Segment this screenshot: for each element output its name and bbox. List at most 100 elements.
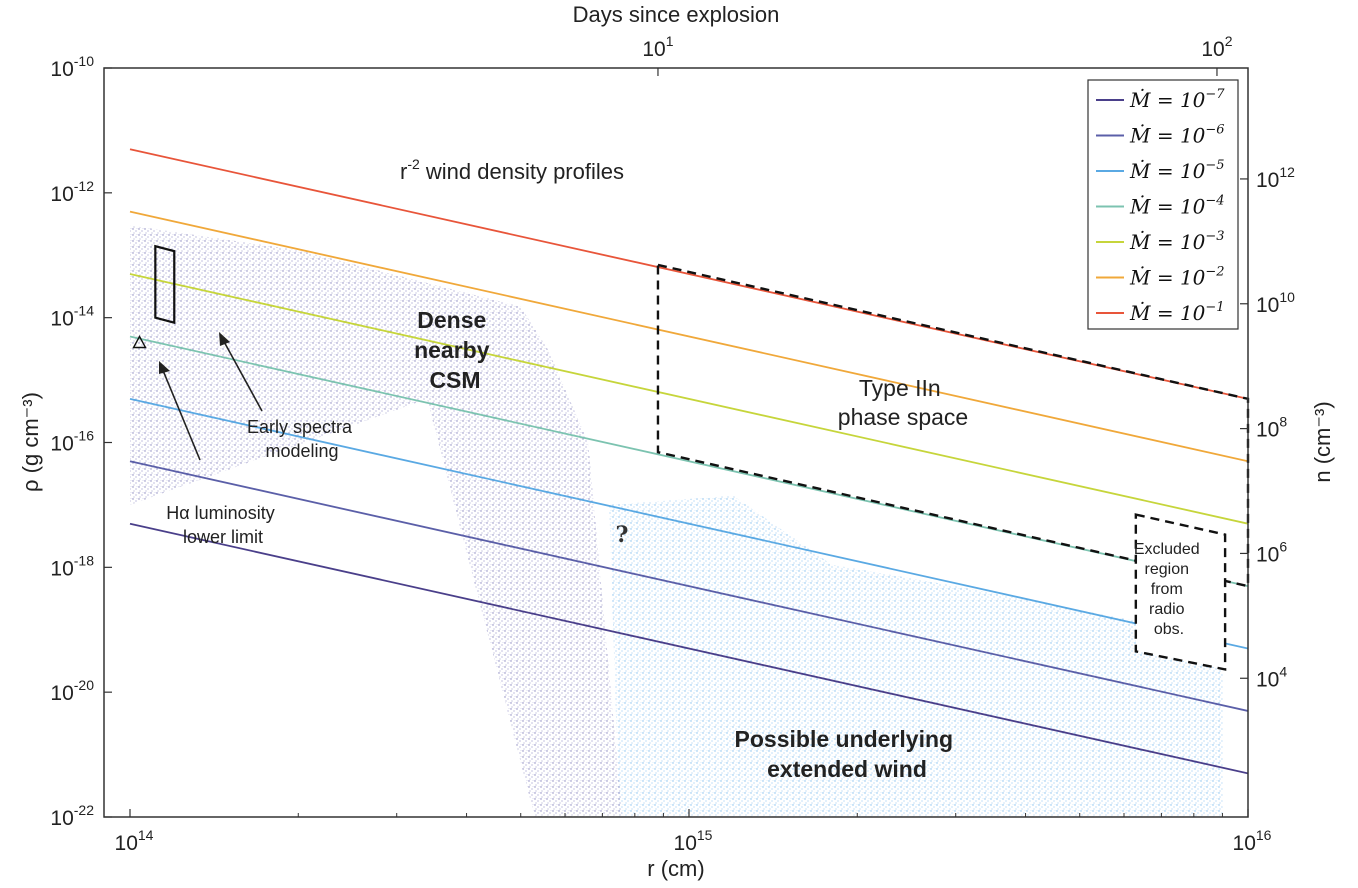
halpha-line-2: lower limit	[183, 527, 263, 547]
top-tick-label-0: 101	[642, 33, 673, 61]
extended-wind-label: Possible underlying extended wind	[735, 726, 960, 782]
y-tick-label-6-exp: -22	[74, 802, 94, 818]
early-spectra-line-1: Early spectra	[247, 417, 353, 437]
x-axis-label: r (cm)	[647, 856, 704, 881]
y-tick-label-2: 10-14	[50, 303, 94, 331]
dense-csm-line-3: CSM	[429, 367, 480, 393]
x-tick-label-2: 1016	[1233, 827, 1272, 855]
right-tick-label-1-exp: 10	[1279, 289, 1295, 305]
y-tick-label-3-base: 10	[50, 433, 73, 456]
y-tick-label-5-exp: -20	[74, 677, 94, 693]
excluded-region-box	[1134, 513, 1227, 671]
right-tick-label-3-base: 10	[1256, 543, 1279, 566]
y-tick-label-6: 10-22	[50, 802, 94, 830]
right-tick-label-4-base: 10	[1256, 668, 1279, 691]
y-tick-label-0-base: 10	[50, 58, 73, 81]
dense-csm-line-2: nearby	[414, 337, 490, 363]
y-tick-label-1: 10-12	[50, 178, 94, 206]
top-x-axis-label: Days since explosion	[573, 2, 780, 27]
y-tick-label-1-exp: -12	[74, 178, 94, 194]
halpha-marker-triangle	[132, 335, 147, 349]
extended-wind-line-2: extended wind	[767, 756, 927, 782]
extended-wind-line-1: Possible underlying	[735, 726, 954, 752]
legend-label-base: Ṁ = 10	[1129, 159, 1206, 183]
right-y-axis-label: n (cm⁻³)	[1310, 401, 1335, 482]
wind-profiles-annotation: r-2 wind density profiles	[400, 156, 624, 184]
extended-wind-region	[609, 495, 1223, 817]
top-tick-label-1-base: 10	[1201, 38, 1224, 61]
type-iin-phase-space-box	[656, 263, 1250, 588]
early-spectra-arrow	[221, 337, 263, 412]
y-tick-label-2-exp: -14	[74, 303, 94, 319]
y-tick-label-3-exp: -16	[74, 428, 94, 444]
series-line-mdot-e-1	[129, 148, 1248, 400]
x-tick-label-0: 1014	[115, 827, 154, 855]
excluded-line-5: obs.	[1154, 621, 1184, 638]
y-tick-label-0: 10-10	[50, 53, 94, 81]
type-iin-label: Type IIn phase space	[838, 375, 968, 430]
right-tick-label-4-exp: 4	[1279, 663, 1287, 679]
legend-label-mdot-e-7: Ṁ = 10−7	[1129, 87, 1225, 112]
legend-label-exp: −6	[1205, 123, 1224, 138]
legend-label-exp: −2	[1205, 265, 1224, 280]
x-tick-label-2-base: 10	[1233, 832, 1256, 855]
halpha-arrow	[161, 367, 201, 461]
halpha-annotation: Hα luminosity lower limit	[166, 503, 279, 547]
top-tick-label-0-exp: 1	[666, 33, 674, 49]
y-tick-label-4-base: 10	[50, 557, 73, 580]
excluded-line-4: radio	[1149, 601, 1185, 618]
legend-label-base: Ṁ = 10	[1129, 124, 1206, 148]
right-tick-label-1: 1010	[1256, 289, 1295, 317]
legend-label-base: Ṁ = 10	[1129, 230, 1206, 254]
y-tick-label-3: 10-16	[50, 428, 94, 456]
wind-profiles-r: r	[400, 159, 407, 184]
excluded-line-3: from	[1151, 581, 1183, 598]
legend-label-mdot-e-2: Ṁ = 10−2	[1129, 265, 1225, 290]
right-tick-label-4: 104	[1256, 663, 1287, 691]
y-tick-label-2-base: 10	[50, 308, 73, 331]
x-tick-label-2-exp: 16	[1256, 827, 1272, 843]
right-tick-label-1-base: 10	[1256, 294, 1279, 317]
y-tick-label-1-base: 10	[50, 183, 73, 206]
excluded-line-1: Excluded	[1134, 541, 1200, 558]
right-tick-label-0-base: 10	[1256, 169, 1279, 192]
legend-box	[1087, 79, 1239, 330]
legend-label-mdot-e-6: Ṁ = 10−6	[1129, 123, 1225, 148]
right-tick-label-3: 106	[1256, 538, 1287, 566]
early-spectra-annotation: Early spectra modeling	[247, 417, 357, 461]
type-iin-line-1: Type IIn	[859, 375, 941, 401]
legend-label-base: Ṁ = 10	[1129, 266, 1206, 290]
x-tick-label-1-exp: 15	[697, 827, 713, 843]
top-tick-label-1-exp: 2	[1225, 33, 1233, 49]
legend-label-exp: −4	[1205, 194, 1224, 209]
y-tick-label-4-exp: -18	[74, 552, 94, 568]
legend-label-mdot-e-3: Ṁ = 10−3	[1129, 229, 1225, 254]
excluded-region-label: Excluded region from radio obs.	[1134, 541, 1204, 638]
series-line-mdot-e-3	[129, 273, 1248, 525]
right-tick-label-0: 1012	[1256, 164, 1295, 192]
early-spectra-box	[154, 244, 176, 325]
y-tick-label-5: 10-20	[50, 677, 94, 705]
halpha-arrowhead	[159, 361, 170, 374]
legend-label-base: Ṁ = 10	[1129, 88, 1206, 112]
right-tick-label-2: 108	[1256, 414, 1287, 442]
halpha-line-1: Hα luminosity	[166, 503, 274, 523]
series-line-mdot-e-6	[129, 460, 1248, 712]
legend-label-exp: −5	[1205, 158, 1224, 173]
dense-csm-line-1: Dense	[417, 307, 486, 333]
legend: Ṁ = 10−7Ṁ = 10−6Ṁ = 10−5Ṁ = 10−4Ṁ = 10−3…	[1087, 79, 1239, 330]
right-tick-label-2-base: 10	[1256, 419, 1279, 442]
type-iin-line-2: phase space	[838, 404, 968, 430]
series-line-mdot-e-2	[129, 210, 1248, 463]
x-tick-label-0-base: 10	[115, 832, 138, 855]
right-tick-label-3-exp: 6	[1279, 538, 1287, 554]
legend-label-base: Ṁ = 10	[1129, 301, 1206, 325]
y-axis-label: ρ (g cm⁻³)	[18, 392, 43, 492]
dense-csm-region	[130, 225, 623, 817]
legend-label-base: Ṁ = 10	[1129, 195, 1206, 219]
x-tick-label-1-base: 10	[674, 832, 697, 855]
y-tick-label-6-base: 10	[50, 807, 73, 830]
x-tick-label-0-exp: 14	[138, 827, 154, 843]
excluded-line-2: region	[1145, 561, 1189, 578]
